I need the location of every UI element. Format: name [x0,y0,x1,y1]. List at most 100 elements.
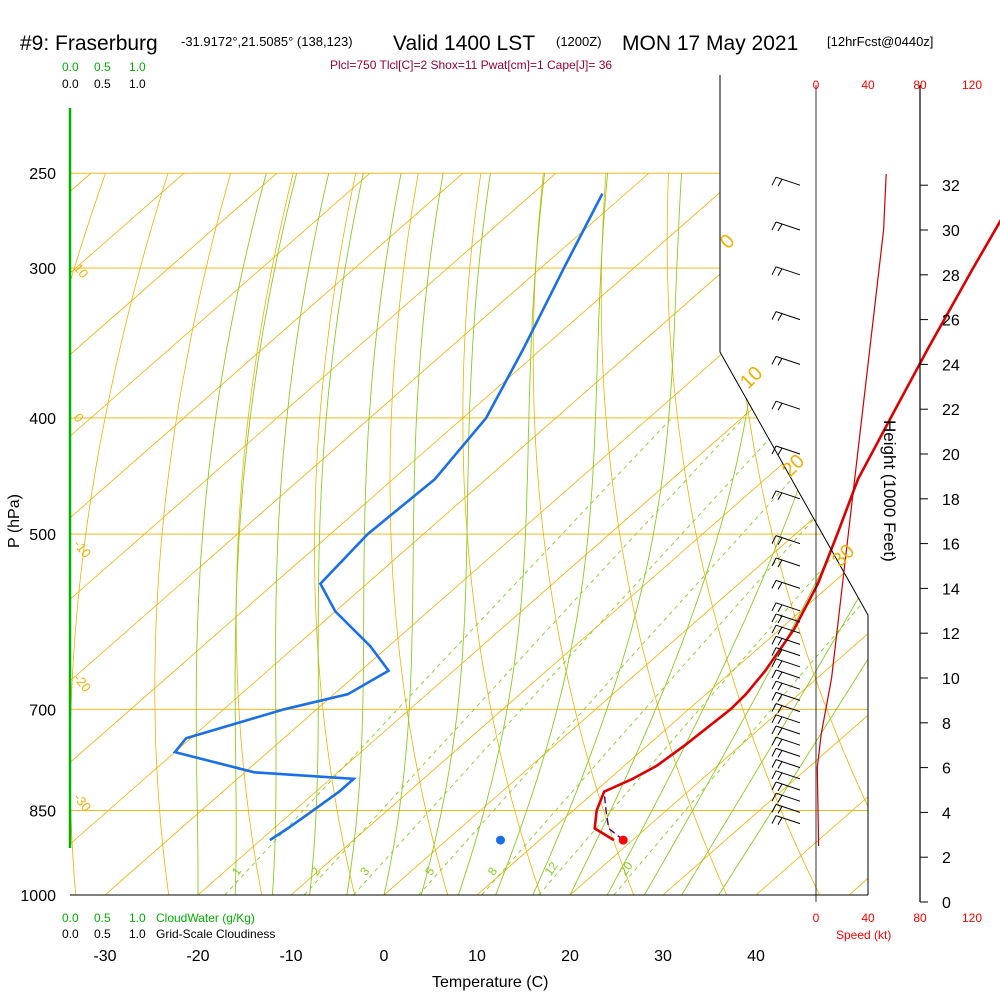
cloud-water-tick: 0.5 [94,911,111,925]
isotherm-line [70,172,836,895]
wind-barb-shaft [775,759,801,769]
wind-barb-feather [771,759,777,768]
wind-barb-feather [777,402,783,411]
cloudiness-tick: 0.5 [94,927,111,941]
isotherm-line [290,172,868,895]
moist-adiabat-line [420,173,491,895]
wind-barb-shaft [775,311,801,321]
wind-barb [771,557,801,568]
wind-barb-shaft [775,624,801,634]
wind-barb-feather [777,626,783,635]
wind-barb-shaft [775,736,801,746]
wind-barb-shaft [775,579,801,589]
temperature-profile-line [593,219,1000,842]
height-tick-label: 14 [942,581,960,598]
cloudiness-tick: 0.0 [62,77,79,91]
wind-barb [771,647,801,657]
wind-barb [771,815,801,825]
height-tick-label: 0 [942,895,951,912]
wind-barb-feather [777,705,783,713]
dry-adiabat-line [462,173,542,895]
wind-barb-feather [777,582,783,590]
wind-barb-shaft [775,266,801,276]
mixing-ratio-line [353,417,789,895]
wind-barb-feather [777,604,783,613]
wind-barb [771,680,801,691]
wind-barb-feather [771,658,777,668]
wind-speed-tick-bottom: 80 [913,911,927,925]
cloudiness-tick: 0.0 [62,927,79,941]
wind-barb-feather [771,176,777,186]
wind-barb-feather [777,727,783,736]
wind-barb-feather [777,178,783,187]
wind-barb-shaft [775,714,801,724]
x-axis-title: Temperature (C) [432,974,548,991]
isotherm-line [848,172,868,895]
wind-barb-feather [777,223,783,232]
mixing-ratio-line [418,417,848,895]
temperature-tick-label: -30 [93,948,116,965]
dry-adiabat-line [600,173,728,895]
wind-barb-feather [771,613,777,623]
wind-barb-feather [771,557,777,567]
cloud-water-tick: 0.5 [94,60,111,74]
dewpoint-profile-line [172,193,604,842]
wind-barb-feather [777,559,783,568]
wind-speed-tick-top: 80 [913,78,927,92]
wind-barb-shaft [775,221,801,231]
wind-barb [771,770,801,781]
wind-barb-feather [777,738,783,747]
isotherm-line [70,172,743,895]
wind-barb [771,221,801,232]
wind-barb-shaft [775,669,801,679]
temperature-tick-label: 20 [561,948,579,965]
mixing-ratio-label: 12 [542,859,561,878]
wind-speed-tick-bottom: 40 [861,911,875,925]
wind-barb [771,579,801,590]
wind-barb-feather [777,694,783,702]
wind-barb-shaft [775,176,801,186]
isotherm-line [476,172,868,895]
temperature-tick-label: 30 [654,948,672,965]
isotherm-line [662,172,868,895]
wind-barb-feather [771,647,777,656]
wind-barb-feather [771,748,777,757]
moist-adiabat-line [681,173,868,895]
title-coords: -31.9172°,21.5085° (138,123) [181,34,353,49]
wind-barb-feather [777,615,783,624]
wind-barb-feather [771,356,777,365]
wind-barb-shaft [775,490,801,500]
wind-barb-shaft [775,355,801,365]
wind-barb [771,792,801,803]
surface-dewpoint-dot [496,835,505,845]
dry-adiabat-label: -10 [71,537,95,561]
wind-barb-feather [771,680,777,690]
wind-barb [771,725,801,736]
title-valid: Valid 1400 LST [393,32,535,55]
wind-barb-feather [771,266,777,276]
wind-barb-feather [777,716,783,725]
height-tick-label: 2 [942,850,951,867]
wind-barb-feather [777,671,783,680]
wind-barb-feather [771,445,777,455]
moist-adiabat-line [718,172,868,895]
height-tick-label: 26 [942,313,960,330]
pressure-tick-label: 1000 [20,888,56,905]
wind-barb-feather [771,400,777,410]
moist-adiabat-line [495,173,609,895]
wind-barb [771,624,801,635]
temperature-tick-label: -20 [186,948,209,965]
wind-barb [771,759,801,769]
wind-barb-shaft [775,792,801,802]
wind-barb-feather [777,783,783,792]
isotherm-line [70,172,464,895]
wind-barb-shaft [775,647,801,657]
wind-barb-feather [771,725,777,735]
wind-barb [771,658,801,669]
dry-adiabat-line [235,173,294,895]
wind-barb-shaft [775,635,801,645]
wind-barb [771,176,801,187]
cloudiness-label: Grid-Scale Cloudiness [156,927,275,941]
dry-adiabat-label: -20 [71,671,95,695]
